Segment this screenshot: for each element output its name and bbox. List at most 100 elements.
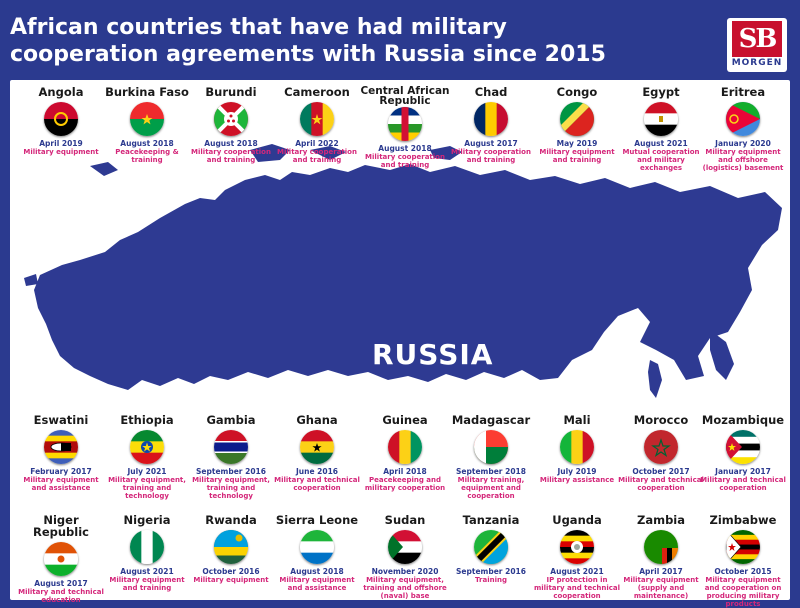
agreement-description: Military equipment, training and technol…	[192, 476, 270, 500]
flag-eswatini-icon	[44, 430, 78, 464]
agreement-date: April 2019	[39, 139, 83, 148]
country-morocco: Morocco October 2017 Military and technica…	[616, 414, 706, 492]
country-name: Zimbabwe	[709, 513, 777, 527]
country-name: Niger Republic	[32, 513, 89, 539]
agreement-date: April 2017	[639, 567, 683, 576]
country-zambia: Zambia April 2017 Military equipment (supp…	[616, 514, 706, 600]
agreement-date: June 2016	[295, 467, 339, 476]
flag-egypt-icon	[644, 102, 678, 136]
page-title: African countries that have had military…	[10, 14, 710, 68]
flag-rwanda-icon	[214, 530, 248, 564]
agreement-date: July 2021	[127, 467, 167, 476]
agreement-description: Peacekeeping & training	[115, 148, 179, 164]
arctic-island-1	[250, 144, 290, 162]
country-egypt: Egypt August 2021 Mutual cooperation and m…	[616, 86, 706, 172]
flag-zimbabwe-icon	[726, 530, 760, 564]
agreement-date: April 2018	[383, 467, 427, 476]
agreement-description: Military and technical cooperation	[618, 476, 704, 492]
country-uganda: Uganda August 2021 IP protection in milita…	[532, 514, 622, 600]
flag-niger-republic-icon	[44, 542, 78, 576]
agreement-description: Military cooperation and training	[365, 153, 445, 169]
agreement-description: Military and technical education	[18, 588, 104, 604]
agreement-description: Military equipment and training	[539, 148, 615, 164]
kaliningrad	[24, 274, 38, 286]
flag-ghana-icon	[300, 430, 334, 464]
russia-label: RUSSIA	[372, 338, 494, 371]
country-name: Chad	[474, 85, 508, 99]
agreement-description: Military and technical cooperation	[274, 476, 360, 492]
country-guinea: Guinea April 2018 Peacekeeping and militar…	[360, 414, 450, 492]
title-line-1: African countries that have had military	[10, 15, 507, 40]
agreement-date: September 2018	[456, 467, 526, 476]
logo-subtitle: MORGEN	[731, 58, 783, 68]
country-name: Central African Republic	[360, 85, 450, 107]
country-name: Sudan	[384, 513, 426, 527]
country-burundi: Burundi August 2018 Military cooperation a…	[186, 86, 276, 164]
agreement-date: August 2018	[204, 139, 258, 148]
country-gambia: Gambia September 2016 Military equipment, …	[186, 414, 276, 500]
agreement-date: July 2019	[557, 467, 597, 476]
agreement-date: August 2021	[120, 567, 174, 576]
agreement-description: Military equipment (supply and maintenan…	[623, 576, 699, 600]
agreement-date: October 2017	[632, 467, 690, 476]
agreement-description: Military equipment and offshore (logisti…	[702, 148, 784, 172]
agreement-description: Military equipment, training and technol…	[108, 476, 186, 500]
flag-mali-icon	[560, 430, 594, 464]
country-name: Sierra Leone	[275, 513, 359, 527]
agreement-date: August 2017	[464, 139, 518, 148]
country-central-african-republic: Central African Republic August 2018 Milit…	[360, 86, 450, 169]
agreement-description: Military equipment	[23, 148, 99, 156]
flag-mozambique-icon	[726, 430, 760, 464]
country-name: Guinea	[382, 413, 428, 427]
agreement-description: IP protection in military and technical …	[533, 576, 621, 600]
country-name: Gambia	[206, 413, 256, 427]
country-eswatini: Eswatini February 2017 Military equipment …	[16, 414, 106, 492]
flag-burkina-faso-icon	[130, 102, 164, 136]
agreement-description: Peacekeeping and military cooperation	[364, 476, 446, 492]
country-name: Egypt	[642, 85, 680, 99]
agreement-date: April 2022	[295, 139, 339, 148]
country-tanzania: Tanzania September 2016 Training	[446, 514, 536, 584]
country-name: Uganda	[552, 513, 602, 527]
country-name: Nigeria	[123, 513, 171, 527]
arctic-island-4	[310, 146, 346, 160]
country-name: Eritrea	[720, 85, 766, 99]
arctic-island-2	[430, 146, 462, 160]
agreement-date: August 2021	[550, 567, 604, 576]
agreement-description: Military equipment	[193, 576, 269, 584]
agreement-date: September 2016	[456, 567, 526, 576]
flag-chad-icon	[474, 102, 508, 136]
flag-zambia-icon	[644, 530, 678, 564]
agreement-description: Training	[475, 576, 507, 584]
agreement-date: August 2018	[290, 567, 344, 576]
country-name: Angola	[38, 85, 84, 99]
flag-burundi-icon	[214, 102, 248, 136]
agreement-date: August 2018	[378, 144, 432, 153]
agreement-description: Military equipment and assistance	[23, 476, 99, 492]
flag-sudan-icon	[388, 530, 422, 564]
russia-landmass	[34, 164, 782, 390]
flag-ethiopia-icon	[130, 430, 164, 464]
agreement-date: October 2016	[202, 567, 260, 576]
country-madagascar: Madagascar September 2018 Military trainin…	[446, 414, 536, 500]
agreement-date: August 2021	[634, 139, 688, 148]
country-name: Burundi	[205, 85, 257, 99]
flag-eritrea-icon	[726, 102, 760, 136]
country-name: Zambia	[636, 513, 686, 527]
country-name: Eswatini	[33, 413, 89, 427]
flag-congo-icon	[560, 102, 594, 136]
country-zimbabwe: Zimbabwe October 2015 Military equipment a…	[698, 514, 788, 608]
agreement-description: Military equipment and cooperation on pr…	[704, 576, 782, 608]
country-nigeria: Nigeria August 2021 Military equipment and…	[102, 514, 192, 592]
country-niger-republic: Niger Republic August 2017 Military and te…	[16, 514, 106, 604]
agreement-date: August 2017	[34, 579, 88, 588]
country-name: Burkina Faso	[105, 85, 189, 99]
country-ethiopia: Ethiopia July 2021 Military equipment, tra…	[102, 414, 192, 500]
flag-guinea-icon	[388, 430, 422, 464]
country-burkina-faso: Burkina Faso August 2018 Peacekeeping & tr…	[102, 86, 192, 164]
country-name: Rwanda	[205, 513, 257, 527]
flag-angola-icon	[44, 102, 78, 136]
country-chad: Chad August 2017 Military cooperation and …	[446, 86, 536, 164]
country-angola: Angola April 2019 Military equipment	[16, 86, 106, 156]
